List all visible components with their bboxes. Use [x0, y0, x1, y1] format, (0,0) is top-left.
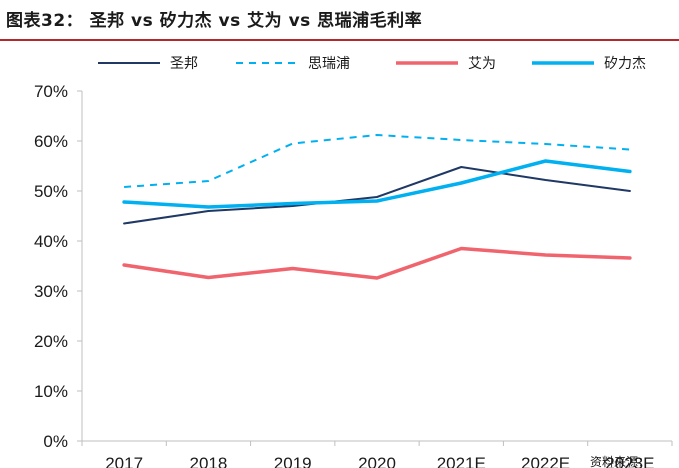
x-tick-label: 2021E [437, 454, 486, 468]
legend-label: 艾为 [468, 56, 496, 72]
y-tick-label: 60% [34, 132, 68, 151]
x-tick-label: 2023E [605, 454, 654, 468]
source-note: 资料来源： [590, 455, 650, 468]
series-line-0 [123, 166, 631, 225]
series-line-2 [122, 246, 632, 280]
y-tick-label: 20% [34, 332, 68, 351]
x-tick-label: 2019 [274, 454, 312, 468]
legend-label: 矽力杰 [604, 56, 646, 72]
figure-title: 图表32： 圣邦 vs 矽力杰 vs 艾为 vs 思瑞浦毛利率 [6, 11, 423, 31]
title-rule [0, 39, 679, 41]
legend-label: 圣邦 [170, 56, 198, 72]
chart-series [122, 134, 632, 280]
y-tick-label: 70% [34, 82, 68, 101]
series-line-3 [122, 159, 632, 209]
y-tick-label: 0% [43, 432, 68, 451]
chart-legend: 圣邦 思瑞浦 艾为 矽力杰 [98, 56, 646, 72]
y-tick-label: 40% [34, 232, 68, 251]
x-tick-label: 2022E [521, 454, 570, 468]
y-tick-label: 10% [34, 382, 68, 401]
y-tick-label: 30% [34, 282, 68, 301]
x-tick-label: 2017 [105, 454, 143, 468]
y-tick-label: 50% [34, 182, 68, 201]
legend-label: 思瑞浦 [308, 56, 350, 72]
x-tick-label: 2018 [190, 454, 228, 468]
x-tick-label: 2020 [358, 454, 396, 468]
chart-axes: 0% 10% 20% 30% 40% 50% 60% 70% 2017 2018 2019 2020 2… [34, 82, 673, 468]
